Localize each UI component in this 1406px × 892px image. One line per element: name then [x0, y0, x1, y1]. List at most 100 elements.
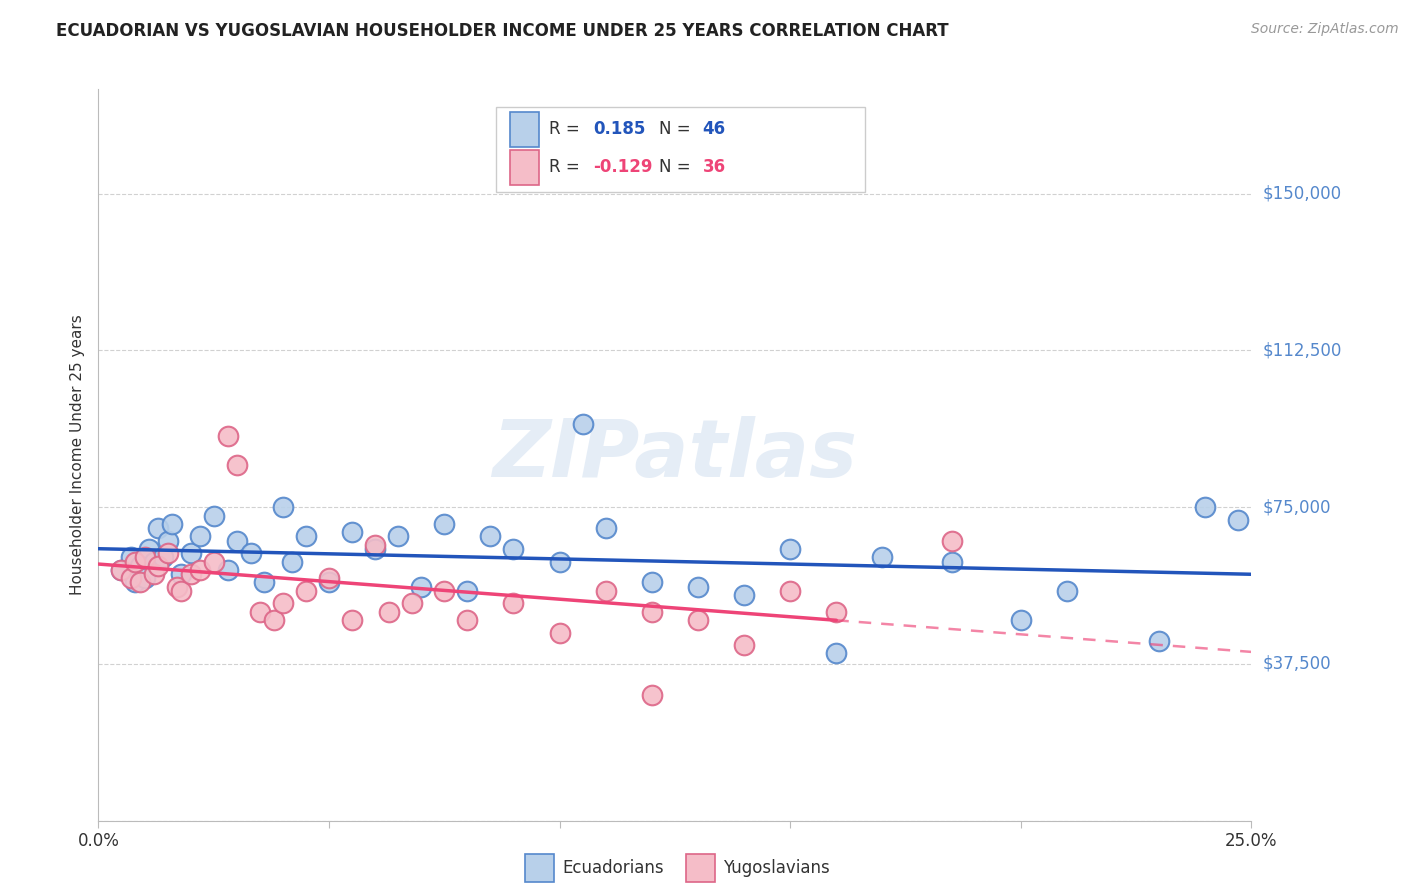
Point: [156, 546, 179, 560]
Point: [1194, 500, 1216, 515]
Point: [110, 563, 132, 577]
Point: [571, 417, 593, 431]
Point: [502, 541, 524, 556]
Text: Ecuadorians: Ecuadorians: [562, 859, 664, 877]
Point: [825, 647, 848, 661]
Point: [502, 596, 524, 610]
Point: [249, 605, 271, 619]
Point: [134, 571, 156, 585]
Point: [124, 554, 146, 568]
Point: [142, 554, 165, 568]
Point: [733, 638, 755, 652]
Point: [271, 500, 294, 515]
Point: [941, 554, 963, 568]
Point: [1147, 634, 1170, 648]
Point: [129, 575, 152, 590]
Text: -0.129: -0.129: [593, 159, 652, 177]
Point: [411, 580, 433, 594]
Text: $75,000: $75,000: [1263, 498, 1331, 516]
Point: [225, 533, 247, 548]
Point: [120, 550, 142, 565]
Point: [595, 521, 617, 535]
Point: [479, 529, 502, 543]
Point: [156, 533, 179, 548]
Point: [779, 541, 801, 556]
Point: [170, 567, 193, 582]
Point: [110, 563, 132, 577]
Bar: [510, 150, 538, 185]
Point: [148, 521, 170, 535]
Point: [433, 583, 456, 598]
Point: [129, 558, 152, 573]
Point: [1226, 513, 1249, 527]
Point: [595, 583, 617, 598]
Point: [387, 529, 409, 543]
Point: [239, 546, 262, 560]
Point: [148, 558, 170, 573]
Point: [170, 583, 193, 598]
Point: [217, 429, 239, 443]
Text: $37,500: $37,500: [1263, 655, 1331, 673]
Point: [180, 567, 202, 582]
Bar: [524, 855, 554, 882]
Point: [202, 554, 225, 568]
Text: R =: R =: [550, 159, 585, 177]
Point: [202, 508, 225, 523]
Point: [124, 575, 146, 590]
Point: [142, 567, 165, 582]
Text: N =: N =: [659, 159, 696, 177]
Point: [295, 583, 318, 598]
Point: [318, 571, 340, 585]
Point: [401, 596, 423, 610]
Point: [340, 613, 363, 627]
Point: [281, 554, 304, 568]
Point: [378, 605, 401, 619]
Point: [733, 588, 755, 602]
Text: 36: 36: [703, 159, 725, 177]
Point: [160, 516, 183, 531]
Text: $150,000: $150,000: [1263, 185, 1341, 202]
Point: [188, 563, 211, 577]
Point: [1010, 613, 1032, 627]
Text: Yugoslavians: Yugoslavians: [723, 859, 830, 877]
FancyBboxPatch shape: [496, 108, 865, 192]
Point: [134, 550, 156, 565]
Point: [686, 613, 709, 627]
Text: ECUADORIAN VS YUGOSLAVIAN HOUSEHOLDER INCOME UNDER 25 YEARS CORRELATION CHART: ECUADORIAN VS YUGOSLAVIAN HOUSEHOLDER IN…: [56, 22, 949, 40]
Point: [641, 605, 664, 619]
Point: [340, 525, 363, 540]
Text: N =: N =: [659, 120, 696, 138]
Point: [456, 613, 478, 627]
Point: [686, 580, 709, 594]
Point: [548, 554, 571, 568]
Text: Source: ZipAtlas.com: Source: ZipAtlas.com: [1251, 22, 1399, 37]
Point: [295, 529, 318, 543]
Bar: [686, 855, 716, 882]
Point: [872, 550, 894, 565]
Point: [120, 571, 142, 585]
Text: $112,500: $112,500: [1263, 342, 1341, 359]
Point: [271, 596, 294, 610]
Point: [1056, 583, 1078, 598]
Point: [641, 688, 664, 702]
Point: [318, 575, 340, 590]
Point: [166, 580, 188, 594]
Point: [152, 550, 174, 565]
Point: [217, 563, 239, 577]
Point: [779, 583, 801, 598]
Text: 0.185: 0.185: [593, 120, 645, 138]
Point: [180, 546, 202, 560]
Text: ZIPatlas: ZIPatlas: [492, 416, 858, 494]
Y-axis label: Householder Income Under 25 years: Householder Income Under 25 years: [70, 315, 86, 595]
Point: [138, 541, 160, 556]
Point: [548, 625, 571, 640]
Point: [188, 529, 211, 543]
Text: R =: R =: [550, 120, 585, 138]
Point: [825, 605, 848, 619]
Point: [364, 541, 387, 556]
Text: 46: 46: [703, 120, 725, 138]
Point: [456, 583, 478, 598]
Point: [253, 575, 276, 590]
Point: [225, 458, 247, 473]
Point: [263, 613, 285, 627]
